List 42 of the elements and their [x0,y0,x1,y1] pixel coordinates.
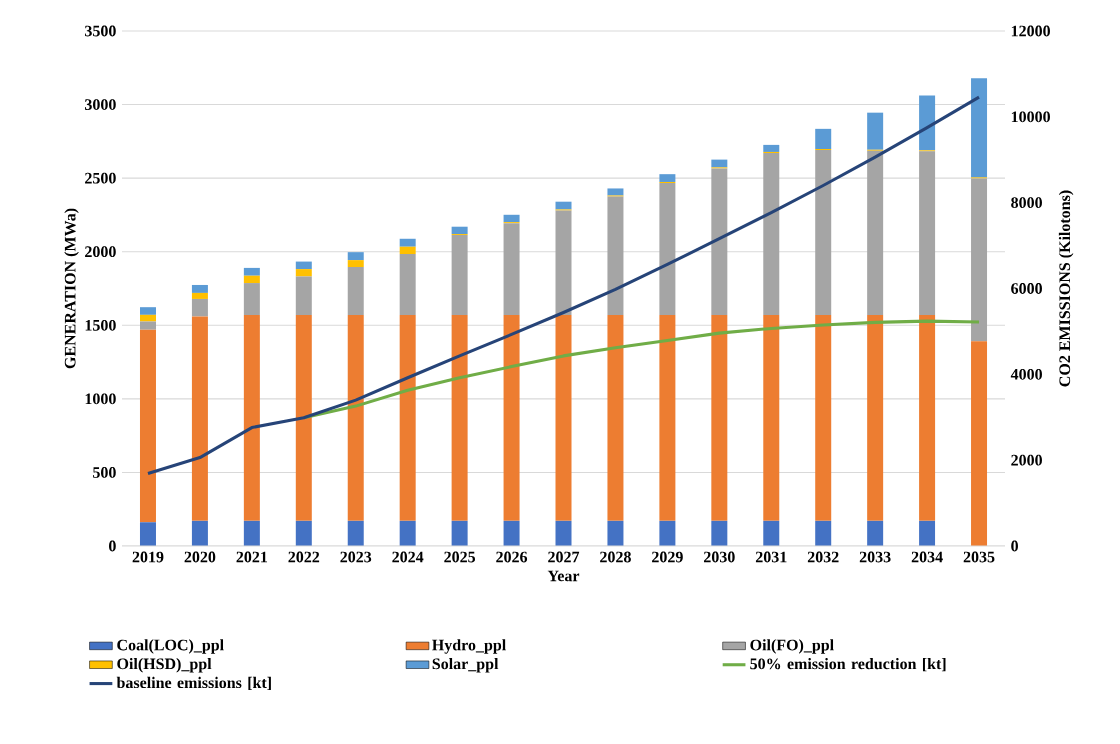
x-tick-label: 2019 [132,551,164,563]
y2-tick-label: 2000 [1011,454,1042,466]
y-tick-label: 1500 [85,319,116,331]
y-tick-label: 3500 [85,25,116,37]
legend-label: Solar_ppl [432,657,499,673]
x-tick-label: 2034 [911,551,943,563]
x-tick-label: 2035 [963,551,995,563]
y2-tick-label: 8000 [1011,197,1042,209]
x-tick-label: 2023 [340,551,372,563]
x-tick-label: 2032 [807,551,839,563]
y-tick-label: 0 [109,540,116,552]
y2-tick-label: 4000 [1010,368,1042,380]
x-axis-title: Year [547,570,580,582]
y-tick-label: 3000 [85,99,116,110]
y-tick-label: 2500 [85,172,116,184]
legend-label: 50% emission reduction [kt] [750,657,946,672]
x-tick-label: 2027 [548,551,580,563]
x-tick-label: 2024 [392,551,424,563]
x-tick-label: 2028 [600,551,631,563]
x-tick-label: 2025 [444,551,476,563]
x-tick-label: 2026 [496,551,528,563]
legend-label: Hydro_ppl [432,639,506,654]
legend-label: Coal(LOC)_ppl [117,639,224,654]
y-tick-label: 1000 [85,393,116,405]
x-tick-label: 2020 [184,551,216,563]
legend-label: Oil(HSD)_ppl [117,657,212,673]
legend-label: baseline emissions [kt] [116,676,271,691]
y2-tick-label: 6000 [1011,283,1042,294]
y2-tick-label: 10000 [1011,111,1050,123]
y2-tick-label: 12000 [1011,25,1050,37]
x-tick-label: 2029 [652,551,683,563]
y2-axis-title: CO2 EMISSIONS (Kilotons) [1058,190,1074,387]
x-tick-label: 2030 [704,551,735,563]
x-tick-label: 2033 [859,551,891,563]
x-tick-label: 2022 [288,551,320,563]
y-tick-label: 500 [93,467,116,478]
x-tick-label: 2021 [236,551,268,563]
y-tick-label: 2000 [85,246,116,258]
y2-tick-label: 0 [1011,540,1018,552]
x-tick-label: 2031 [755,551,787,563]
legend-label: Oil(FO)_ppl [750,639,834,654]
y-axis-title: GENERATION (MWa) [64,208,79,369]
